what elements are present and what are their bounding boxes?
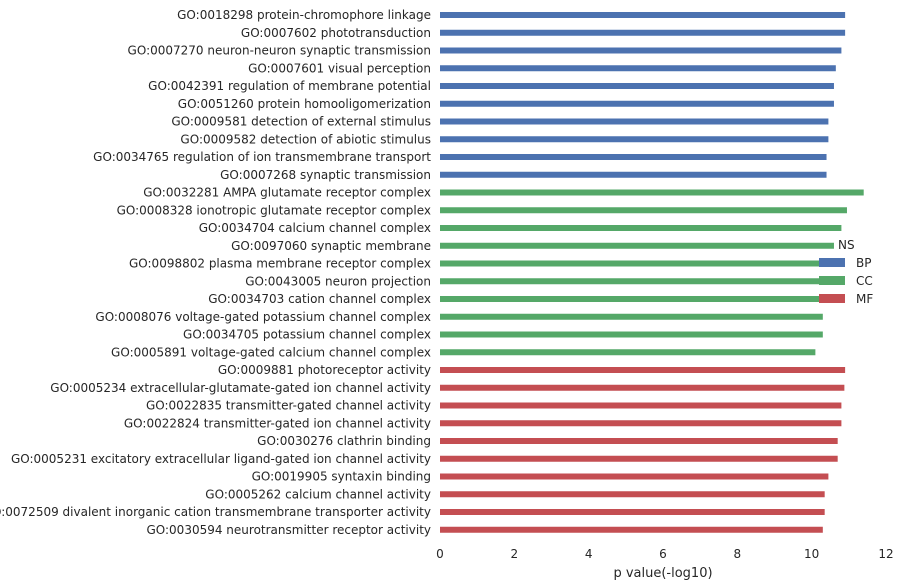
x-tick-label: 10 xyxy=(804,547,819,561)
bar-bp-9 xyxy=(440,154,827,160)
category-label: GO:0008076 voltage-gated potassium chann… xyxy=(95,310,431,324)
bar-cc-10 xyxy=(440,349,816,356)
bar-cc-5 xyxy=(440,260,833,267)
category-label: GO:0005891 voltage-gated calcium channel… xyxy=(111,345,431,359)
category-label: GO:0032281 AMPA glutamate receptor compl… xyxy=(143,186,431,200)
legend-label-bp: BP xyxy=(856,256,871,270)
bar-mf-10 xyxy=(440,526,823,533)
x-axis-ticks: 0 2 4 6 8 10 12 xyxy=(436,547,893,561)
category-label: GO:0018298 protein-chromophore linkage xyxy=(177,8,431,22)
category-label: GO:0072509 divalent inorganic cation tra… xyxy=(0,505,431,519)
bar-mf-5 xyxy=(440,438,838,444)
legend-swatch-mf xyxy=(819,294,845,303)
category-label: GO:0034704 calcium channel complex xyxy=(199,221,431,235)
category-label: GO:0008328 ionotropic glutamate receptor… xyxy=(117,203,431,217)
bar-bp-8 xyxy=(440,136,829,143)
bar-bp-5 xyxy=(440,83,834,89)
legend-title: NS xyxy=(838,238,855,252)
legend-swatch-cc xyxy=(819,276,845,285)
bar-cc-8 xyxy=(440,313,823,320)
category-label: GO:0005262 calcium channel activity xyxy=(205,487,431,501)
category-label: GO:0042391 regulation of membrane potent… xyxy=(148,79,431,93)
x-tick-label: 8 xyxy=(734,547,742,561)
bar-bp-7 xyxy=(440,118,829,125)
legend-label-mf: MF xyxy=(856,292,873,306)
legend: NS BP CC MF xyxy=(819,238,873,306)
category-label: GO:0007601 visual perception xyxy=(248,61,431,75)
bar-cc-2 xyxy=(440,207,847,214)
bar-cc-1 xyxy=(440,189,864,196)
bar-bp-1 xyxy=(440,12,846,18)
bar-cc-7 xyxy=(440,296,829,302)
category-label: GO:0030594 neurotransmitter receptor act… xyxy=(146,523,431,537)
x-axis-label: p value(-log10) xyxy=(613,566,712,581)
category-label: GO:0009881 photoreceptor activity xyxy=(218,363,431,377)
bar-bp-6 xyxy=(440,100,834,107)
category-label: GO:0051260 protein homooligomerization xyxy=(178,97,431,111)
category-label: GO:0022824 transmitter-gated ion channel… xyxy=(124,416,431,430)
category-label: GO:0097060 synaptic membrane xyxy=(231,239,431,253)
bar-mf-1 xyxy=(440,367,846,373)
bar-cc-9 xyxy=(440,331,823,338)
category-label: GO:0034703 cation channel complex xyxy=(208,292,431,306)
x-tick-label: 4 xyxy=(585,547,593,561)
x-tick-label: 12 xyxy=(878,547,893,561)
category-labels: GO:0018298 protein-chromophore linkage GO… xyxy=(0,8,431,537)
bar-mf-2 xyxy=(440,384,845,391)
category-label: GO:0005231 excitatory extracellular liga… xyxy=(11,452,431,466)
bar-bp-3 xyxy=(440,47,842,54)
category-label: GO:0098802 plasma membrane receptor comp… xyxy=(129,257,431,271)
category-label: GO:0034765 regulation of ion transmembra… xyxy=(93,150,431,164)
legend-swatch-bp xyxy=(819,258,845,267)
bar-mf-7 xyxy=(440,473,829,480)
bar-mf-6 xyxy=(440,455,838,462)
bar-bp-4 xyxy=(440,65,836,72)
category-label: GO:0022835 transmitter-gated channel act… xyxy=(146,399,431,413)
category-label: GO:0019905 syntaxin binding xyxy=(252,470,431,484)
bar-mf-3 xyxy=(440,402,842,409)
category-label: GO:0009582 detection of abiotic stimulus xyxy=(180,132,431,146)
bar-mf-9 xyxy=(440,509,825,515)
category-label: GO:0005234 extracellular-glutamate-gated… xyxy=(50,381,431,395)
legend-label-cc: CC xyxy=(856,274,873,288)
bar-mf-4 xyxy=(440,420,842,427)
bar-cc-3 xyxy=(440,225,842,231)
bar-cc-6 xyxy=(440,278,831,285)
bar-mf-8 xyxy=(440,491,825,498)
category-label: GO:0007270 neuron-neuron synaptic transm… xyxy=(128,44,431,58)
x-tick-label: 0 xyxy=(436,547,444,561)
x-tick-label: 2 xyxy=(511,547,519,561)
x-tick-label: 6 xyxy=(659,547,667,561)
category-label: GO:0034705 potassium channel complex xyxy=(183,328,431,342)
bars-group xyxy=(440,12,864,533)
category-label: GO:0030276 clathrin binding xyxy=(257,434,431,448)
category-label: GO:0007268 synaptic transmission xyxy=(220,168,431,182)
bar-bp-10 xyxy=(440,171,827,178)
bar-bp-2 xyxy=(440,29,846,36)
category-label: GO:0043005 neuron projection xyxy=(245,274,431,288)
category-label: GO:0007602 phototransduction xyxy=(241,26,431,40)
category-label: GO:0009581 detection of external stimulu… xyxy=(171,115,431,129)
bar-cc-4 xyxy=(440,242,834,249)
